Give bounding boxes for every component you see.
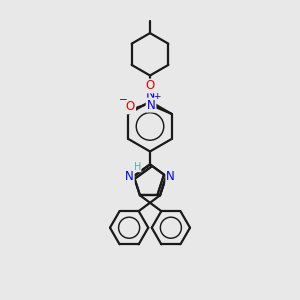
Text: N: N	[166, 170, 175, 183]
Text: +: +	[153, 92, 161, 101]
Text: N: N	[125, 170, 134, 183]
Text: O: O	[146, 80, 155, 92]
Text: O: O	[126, 100, 135, 113]
Text: H: H	[134, 162, 141, 172]
Text: −: −	[119, 95, 128, 105]
Text: N: N	[147, 99, 155, 112]
Text: N: N	[145, 88, 155, 100]
